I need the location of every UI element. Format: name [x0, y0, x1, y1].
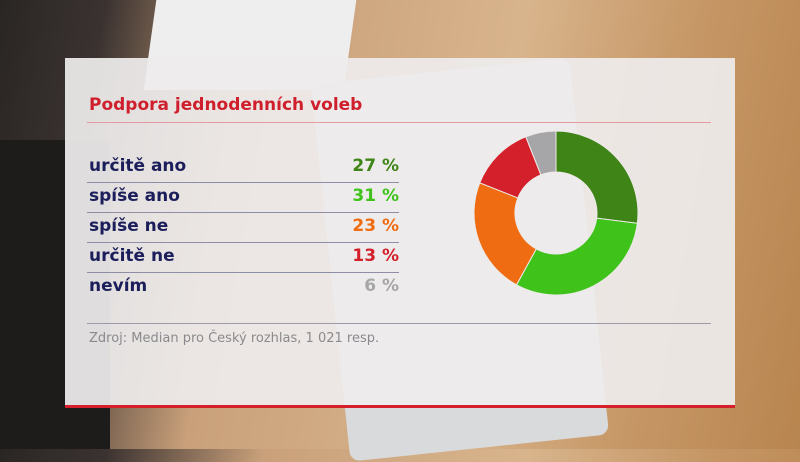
donut-slice-1 [555, 130, 639, 224]
legend-row: spíše ano 31 % [87, 182, 399, 213]
row-label: určitě ne [89, 246, 175, 266]
row-label: nevím [89, 276, 148, 296]
source-divider [87, 323, 711, 324]
row-value: 27 % [352, 156, 399, 176]
chart-title: Podpora jednodenních voleb [89, 95, 363, 115]
row-label: spíše ne [89, 216, 169, 236]
row-value: 23 % [352, 216, 399, 236]
title-divider [87, 122, 711, 123]
donut-chart [473, 130, 639, 296]
legend-row: určitě ano 27 % [87, 152, 399, 183]
donut-slice-2 [515, 217, 638, 296]
legend-row: určitě ne 13 % [87, 242, 399, 273]
row-value: 13 % [352, 246, 399, 266]
row-value: 31 % [352, 186, 399, 206]
legend-row: spíše ne 23 % [87, 212, 399, 243]
chart-panel: Podpora jednodenních voleb určitě ano 27 … [65, 58, 735, 408]
legend-row: nevím 6 % [87, 272, 399, 302]
donut-slice-5 [525, 130, 557, 176]
row-label: určitě ano [89, 156, 187, 176]
row-label: spíše ano [89, 186, 180, 206]
source-note: Zdroj: Median pro Český rozhlas, 1 021 r… [89, 331, 380, 346]
row-value: 6 % [364, 276, 399, 296]
